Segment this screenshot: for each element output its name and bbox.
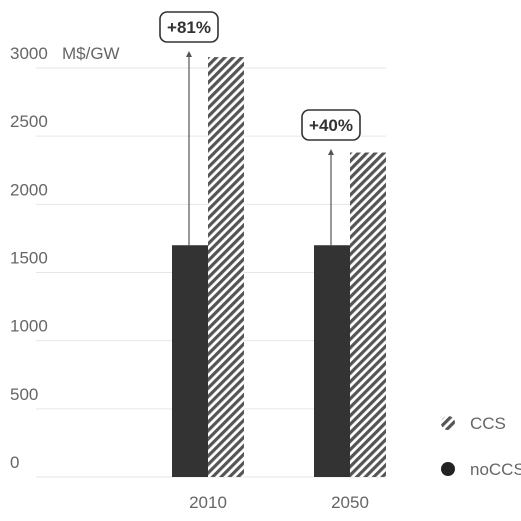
y-tick-label: 0 <box>10 453 19 472</box>
annotation-box <box>301 109 361 141</box>
y-tick-label: 2500 <box>10 112 48 131</box>
y-tick-label: 2000 <box>10 180 48 199</box>
legend-label-noCCS: noCCS <box>470 460 521 479</box>
y-tick-label: 500 <box>10 385 38 404</box>
annotations: +81% +40% <box>159 11 361 246</box>
annotation-label: +81% <box>167 18 211 37</box>
x-category-label: 2010 <box>189 493 227 512</box>
y-axis-ticks: 0 500 1000 1500 2000 2500 3000 <box>10 44 48 472</box>
x-axis-categories: 2010 2050 <box>189 493 369 512</box>
legend-swatch-CCS <box>441 416 455 430</box>
y-tick-label: 1500 <box>10 249 48 268</box>
bar-noCCS-2050 <box>314 245 350 477</box>
legend-swatch-noCCS <box>441 462 455 476</box>
y-axis-unit-label: M$/GW <box>62 44 120 63</box>
bars <box>172 57 386 478</box>
annotation-box <box>159 11 219 43</box>
bar-noCCS-2010 <box>172 245 208 477</box>
y-tick-label: 3000 <box>10 44 48 63</box>
legend: CCS noCCS <box>441 414 521 479</box>
bar-CCS-2010 <box>208 57 244 478</box>
y-tick-label: 1000 <box>10 317 48 336</box>
x-category-label: 2050 <box>331 493 369 512</box>
bar-CCS-2050 <box>350 152 386 477</box>
annotation-label: +40% <box>309 116 353 135</box>
legend-label-CCS: CCS <box>470 414 506 433</box>
